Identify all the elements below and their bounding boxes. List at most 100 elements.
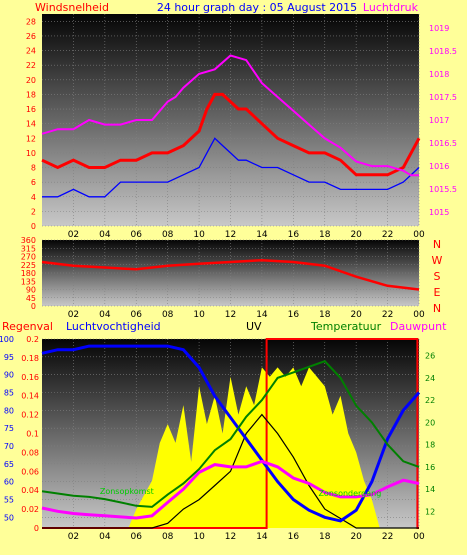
climate-legend-label: Dauwpunt [390,320,447,333]
wind-x-tick: 02 [68,230,79,240]
direction-y-tick: 0 [31,302,36,311]
direction-y-tick: 225 [21,261,36,270]
humidity-y-tick: 60 [4,478,14,487]
temperature-y-tick: 26 [425,352,435,361]
wind-x-tick: 04 [99,230,111,240]
pressure-label: Luchtdruk [363,1,419,14]
humidity-y-tick: 85 [4,388,14,397]
dewpoint-line [41,459,420,520]
climate-legend-label: Temperatuur [310,320,382,333]
rain-y-tick: 0.08 [21,448,39,457]
pressure-y-tick: 1016.5 [429,139,457,148]
rain-y-tick: 0.14 [21,392,39,401]
climate-x-tick: 18 [319,532,331,542]
wind-x-tick: 06 [131,230,143,240]
direction-x-tick: 10 [193,310,205,320]
pressure-y-tick: 1017 [429,116,449,125]
humidity-line [41,344,421,523]
pressure-y-tick: 1018.5 [429,47,457,56]
pressure-line [41,54,419,177]
climate-legend-label: Luchtvochtigheid [66,320,161,333]
climate-x-tick: 04 [99,532,111,542]
climate-x-tick: 06 [131,532,143,542]
direction-x-tick: 22 [382,310,393,320]
temperature-y-tick: 24 [425,374,435,383]
direction-x-tick: 04 [99,310,111,320]
wind-y-tick: 24 [26,47,36,56]
wind-x-tick: 18 [319,230,331,240]
rain-y-tick: 0.16 [21,373,39,382]
climate-x-tick: 10 [193,532,205,542]
wind-y-tick: 12 [26,134,36,143]
climate-x-tick: 22 [382,532,393,542]
climate-x-tick: 02 [68,532,79,542]
wind-y-tick: 6 [31,178,36,187]
direction-y-tick: 270 [21,253,36,262]
wind-x-tick: 16 [288,230,300,240]
rain-y-tick: 0.12 [21,411,39,420]
humidity-y-tick: 65 [4,460,14,469]
wind-y-tick: 16 [26,105,36,114]
wind-y-tick: 26 [26,32,36,41]
temperature-y-tick: 14 [425,485,435,494]
direction-x-tick: 18 [319,310,331,320]
wind-x-tick: 12 [225,230,236,240]
temperature-y-tick: 16 [425,463,435,472]
wind-y-tick: 0 [31,222,36,231]
direction-y-tick: 180 [21,269,36,278]
direction-x-tick: 14 [256,310,268,320]
direction-y-tick: 45 [26,294,36,303]
rain-y-tick: 0.04 [21,486,39,495]
pressure-y-tick: 1015 [429,208,449,217]
humidity-y-tick: 75 [4,424,14,433]
direction-y-tick: 135 [21,277,36,286]
humidity-y-tick: 55 [4,495,14,504]
pressure-y-tick: 1016 [429,162,449,171]
wind-speed-label: Windsnelheid [35,1,109,14]
direction-y-tick: 360 [21,236,36,245]
wind-x-tick: 20 [350,230,362,240]
humidity-y-tick: 100 [0,335,14,344]
temperature-y-tick: 20 [425,418,435,427]
pressure-y-tick: 1017.5 [429,93,457,102]
direction-x-tick: 00 [413,310,425,320]
humidity-y-tick: 70 [4,442,14,451]
humidity-y-tick: 80 [4,406,14,415]
temperature-line [41,360,420,508]
compass-tick: E [434,286,441,299]
wind-y-tick: 4 [31,193,36,202]
direction-line [41,258,420,291]
climate-x-tick: 12 [225,532,236,542]
wind-y-tick: 2 [31,207,36,216]
wind-x-tick: 22 [382,230,393,240]
direction-y-tick: 90 [26,286,36,295]
rain-y-tick: 0.2 [26,335,39,344]
wind-y-tick: 14 [26,120,36,129]
climate-x-tick: 16 [288,532,300,542]
compass-tick: N [433,302,441,315]
direction-x-tick: 02 [68,310,79,320]
wind-y-tick: 28 [26,17,36,26]
compass-tick: N [433,238,441,251]
direction-x-tick: 20 [350,310,362,320]
pressure-y-tick: 1015.5 [429,185,457,194]
pressure-y-tick: 1018 [429,70,449,79]
wind-y-tick: 10 [26,149,36,158]
wind-y-tick: 18 [26,90,36,99]
wind-x-tick: 08 [162,230,174,240]
rain-y-tick: 0.06 [21,467,39,476]
direction-x-tick: 12 [225,310,236,320]
climate-legend-label: Regenval [2,320,53,333]
wind-y-tick: 20 [26,76,36,85]
compass-tick: W [432,254,443,267]
humidity-y-tick: 90 [4,371,14,380]
sunset-label: Zonsondergang [318,489,381,498]
climate-x-tick: 00 [413,532,425,542]
wind-y-tick: 22 [26,61,36,70]
humidity-y-tick: 50 [4,513,14,522]
sunrise-label: Zonsopkomst [100,487,154,496]
pressure-y-tick: 1019 [429,24,449,33]
wind-x-tick: 10 [193,230,205,240]
